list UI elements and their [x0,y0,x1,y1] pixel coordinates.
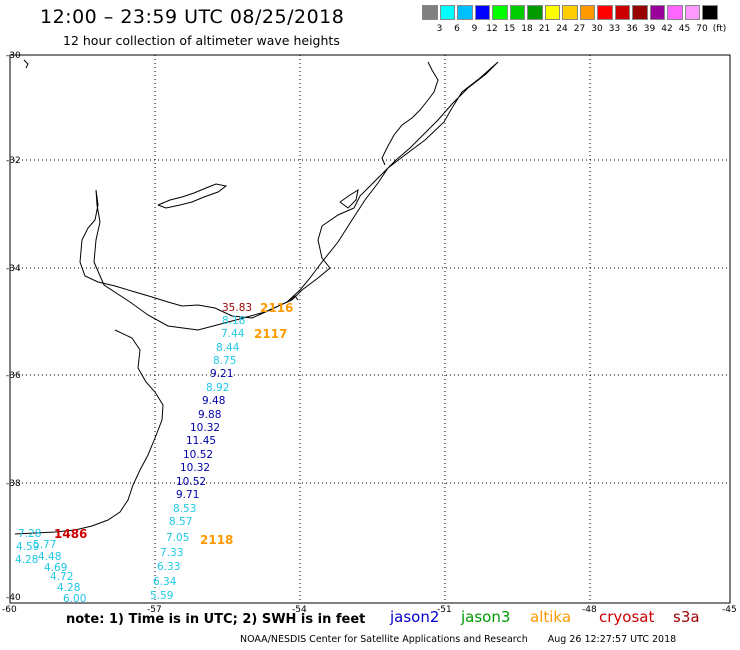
lon-label: -51 [437,605,452,615]
wave-value: 10.32 [180,462,210,474]
lon-label: -54 [292,605,307,615]
legend-swatch [702,5,718,20]
wave-value: 4.28 [15,554,38,566]
legend-label: 39 [643,24,656,34]
wave-value: 6.00 [63,593,86,605]
footer-credit: NOAA/NESDIS Center for Satellite Applica… [240,634,676,645]
legend-swatch [509,5,525,20]
lat-label: -32 [6,156,21,166]
legend-swatch [614,5,630,20]
coastal-overlap-label: 1486 [54,527,87,541]
legend-swatch [632,5,648,20]
legend-swatch [649,5,665,20]
wave-value: 6.34 [153,576,177,588]
wave-value: 6.33 [157,561,180,573]
legend-swatch [474,5,490,20]
legend-swatch [422,5,438,20]
page-title: 12:00 – 23:59 UTC 08/25/2018 [40,6,345,28]
wave-value: 4.28 [57,582,80,594]
legend-swatch [457,5,473,20]
lon-label: -57 [147,605,162,615]
wave-value: 9.21 [210,368,233,380]
wave-value: 5.59 [150,590,173,602]
legend-label: 45 [678,24,691,34]
legend-label: 18 [521,24,533,34]
lat-label: -30 [6,51,21,61]
lat-label: -38 [6,479,21,489]
legend-label: 33 [608,24,621,34]
pass-label: 2117 [254,327,287,341]
map-frame [9,54,731,604]
wave-value: 7.05 [166,532,189,544]
wave-value: 8.44 [216,342,240,354]
lon-label: -45 [722,605,737,615]
legend-label: 36 [626,24,638,34]
satellite-s3a: s3a [673,608,700,626]
legend-swatch [684,5,700,20]
legend-label: 3 [436,24,443,34]
legend-swatch [667,5,683,20]
legend-label: 30 [591,24,603,34]
wave-value: 4.72 [50,571,73,583]
legend-swatch [562,5,578,20]
wave-value: 8.92 [206,382,229,394]
legend-label: 42 [661,24,673,34]
wave-value: 4.59 [16,541,39,553]
wave-value: 9.71 [176,489,199,501]
wave-value: 9.88 [198,409,221,421]
max-wave-value: 35.83 [222,302,252,314]
legend-label: 27 [573,24,586,34]
coastline [14,59,499,535]
jason2-track: 8.18 7.44 8.44 8.75 9.21 8.92 9.48 9.88 … [150,315,245,602]
south-track: 7.28 4.59 5.77 4.48 4.28 4.69 4.72 4.28 … [15,528,86,605]
credit-text: NOAA/NESDIS Center for Satellite Applica… [240,634,528,645]
legend-swatch [579,5,595,20]
wave-value: 10.52 [183,449,213,461]
pass-label: 2116 [260,301,293,315]
legend-swatch [492,5,508,20]
legend-swatch [439,5,455,20]
wave-value: 8.18 [222,315,245,327]
legend-label: 24 [556,24,568,34]
wave-value: 10.32 [190,422,220,434]
wave-value: 8.57 [169,516,192,528]
legend-label: 12 [486,24,498,34]
wave-value: 8.75 [213,355,236,367]
legend-unit: (ft) [712,24,727,34]
satellite-jason3: jason3 [461,608,511,626]
legend-label: 9 [471,24,478,34]
wave-value: 11.45 [186,435,216,447]
wave-value: 10.52 [176,476,206,488]
wave-value: 7.28 [18,528,41,540]
lat-label: -40 [6,593,21,603]
wave-value: 5.77 [33,539,56,551]
legend-label: 21 [538,24,551,34]
lat-label: -34 [6,264,21,274]
legend-label: 70 [696,24,708,34]
wave-value: 7.44 [221,328,245,340]
grid-lines [10,55,730,603]
satellite-jason2: jason2 [390,608,440,626]
legend-swatch [544,5,560,20]
wave-value: 7.33 [160,547,183,559]
legend-swatch [527,5,543,20]
satellite-altika: altika [530,608,572,626]
wave-value: 9.48 [202,395,225,407]
page-subtitle: 12 hour collection of altimeter wave hei… [63,33,340,48]
wave-value: 4.69 [44,562,67,574]
legend-label: 6 [454,24,460,34]
legend-swatch [597,5,613,20]
wave-value: 4.48 [38,551,61,563]
footer-note: note: 1) Time is in UTC; 2) SWH is in fe… [66,612,366,627]
pass-label: 2118 [200,533,233,547]
lon-label: -60 [2,605,17,615]
lat-label: -36 [6,371,21,381]
legend-label: 15 [503,24,516,34]
wave-value: 8.53 [173,503,196,515]
satellite-cryosat: cryosat [599,608,655,626]
lon-label: -48 [582,605,597,615]
generated-timestamp: Aug 26 12:27:57 UTC 2018 [547,634,677,645]
